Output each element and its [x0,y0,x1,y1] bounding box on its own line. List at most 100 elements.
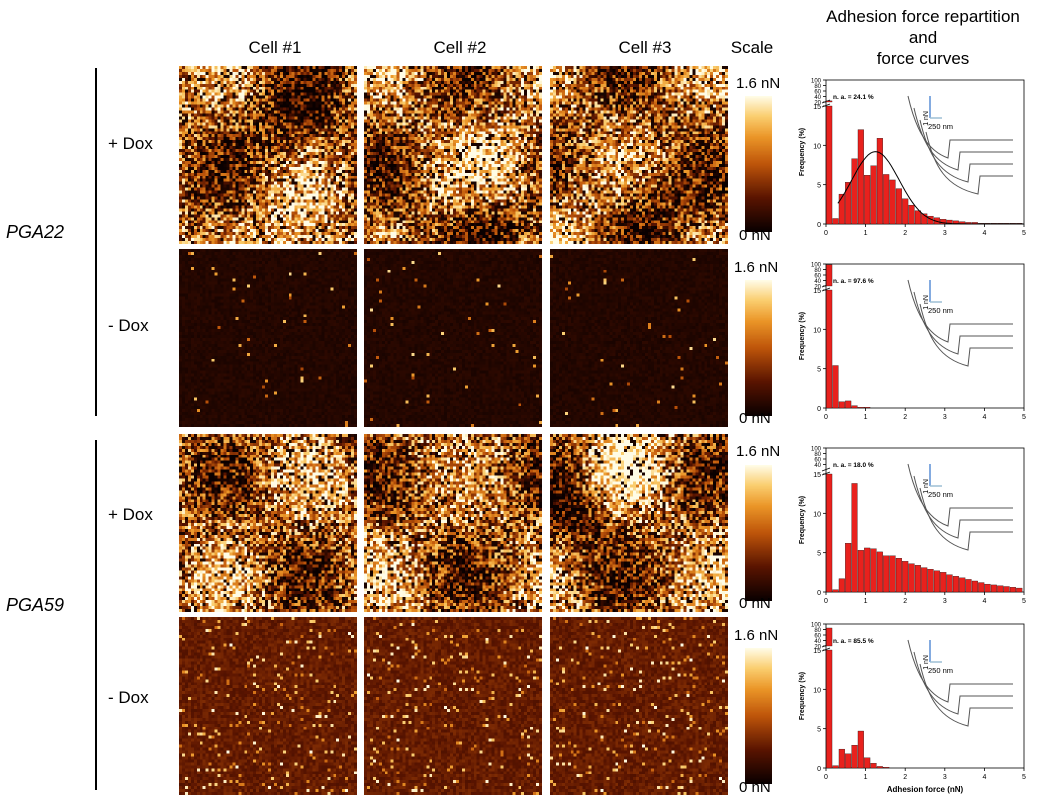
histogram-panel-pga22-minus: 0 5 10 15 20 40 60 80 100 0 1 2 3 4 5 Frequency (%) n. a… [790,260,1030,422]
histogram-bar [921,213,928,225]
histogram-bar-upper [826,264,833,287]
histogram-bar [984,583,991,593]
row-label-pga59-minus: - Dox [108,688,149,707]
inset-scale-label-force: 1 nN [923,295,930,310]
right-panel-title: Adhesion force repartition and force cur… [800,6,1046,69]
right-title-line2: and [908,28,938,47]
force-curve [919,303,1013,367]
histogram-bar [883,767,890,769]
histogram-bar [914,210,921,225]
plot-frame [825,263,1025,409]
histogram-bar [965,579,972,593]
y-axis-title: Frequency (%) [799,128,806,176]
x-tick-label: 4 [982,230,986,237]
histogram-bar [857,730,864,769]
row-label-pga59-plus: + Dox [108,505,153,524]
x-tick-label: 1 [864,598,868,605]
histogram-bar [851,405,858,409]
scale-max-label-row3: 1.6 nN [736,443,781,460]
scale-max-label-row1: 1.6 nN [736,75,781,92]
histogram-panel-pga59-minus: 0 5 10 15 20 40 60 80 100 0 1 2 3 4 5 Frequency (%) Adhe… [790,620,1030,800]
column-header-cell3: Cell #3 [618,38,672,57]
histogram-bar [857,550,864,593]
color-scale-bar-row2 [745,280,772,416]
histogram-bar [838,578,845,593]
x-tick-label: 1 [864,774,868,781]
histogram-bar [851,483,858,593]
y-tick-label: 80 [814,452,821,458]
color-scale-bar-row4 [745,648,772,784]
y-tick-label: 100 [811,263,822,269]
histogram-bar [870,548,877,593]
scale-min-label-row4: 0 nN [739,779,771,796]
annotation-na: n. a. = 85.5 % [833,638,874,645]
strain-label-pga59: PGA59 [6,595,65,615]
x-axis-title: Adhesion force (nN) [887,785,964,794]
y-tick-label: 60 [814,634,821,640]
inset-scale-label-force: 1 nN [923,655,930,670]
histogram-bar [971,580,978,593]
histogram-bar [845,543,852,593]
histogram-bar [838,193,845,225]
histogram-bar [921,567,928,593]
histogram-bar [870,763,877,769]
histogram-bar [902,561,909,593]
strain-label-pga22: PGA22 [6,222,65,242]
histogram-bar [864,407,871,409]
scale-max-label-row4: 1.6 nN [734,627,779,644]
histogram-bar [1003,586,1010,593]
x-tick-label: 3 [943,598,947,605]
histogram-bar-upper [826,627,833,647]
histogram-bar [1016,587,1023,593]
histogram-bar [857,129,864,225]
histogram-bar [826,473,833,593]
histogram-bar [940,572,947,593]
histogram-bar [940,219,947,225]
column-header-cell1: Cell #1 [248,38,302,57]
x-tick-label: 5 [1022,774,1026,781]
histogram-bar [902,198,909,225]
x-tick-label: 0 [824,230,828,237]
histogram-bar [832,765,839,769]
histogram-bar [838,748,845,769]
histogram-bar [946,219,953,225]
axis-break-mark [821,467,831,472]
x-tick-label: 0 [824,598,828,605]
y-tick-label: 0 [817,590,821,597]
force-curve [919,119,1013,183]
x-tick-label: 3 [943,774,947,781]
force-curve [907,279,1013,343]
force-curve [919,487,1013,551]
histogram-bar [914,565,921,593]
y-tick-label: 100 [811,623,822,629]
bracket-pga59 [95,440,97,790]
scale-min-label-row2: 0 nN [739,410,771,427]
column-header-cell2: Cell #2 [433,38,487,57]
adhesion-map-pga59-plus-cell1 [179,434,357,612]
force-curve [925,131,1013,195]
axis-break-mark [821,471,831,476]
adhesion-map-pga59-minus-cell2 [364,617,542,795]
y-axis-title: Frequency (%) [799,312,806,360]
x-tick-label: 3 [943,414,947,421]
y-tick-label: 20 [814,101,821,107]
right-title-line1: Adhesion force repartition [826,7,1020,26]
axis-break-mark [821,103,831,108]
x-tick-label: 4 [982,774,986,781]
histogram-bar [895,558,902,593]
y-tick-label: 40 [814,279,821,285]
histogram-bar [826,649,833,769]
row-label-pga22-plus: + Dox [108,134,153,153]
histogram-bar-upper [826,100,833,103]
histogram-bar [927,569,934,593]
histogram-bar [826,105,833,225]
adhesion-map-pga22-minus-cell2 [364,249,542,427]
right-title-line3: force curves [876,49,970,68]
inset-scale-label-force: 1 nN [923,479,930,494]
scale-min-label-row3: 0 nN [739,595,771,612]
axis-break-mark [821,99,831,104]
x-tick-label: 5 [1022,230,1026,237]
histogram-bar [959,577,966,593]
y-tick-label: 5 [817,727,821,734]
color-scale-bar-row1 [745,96,772,232]
